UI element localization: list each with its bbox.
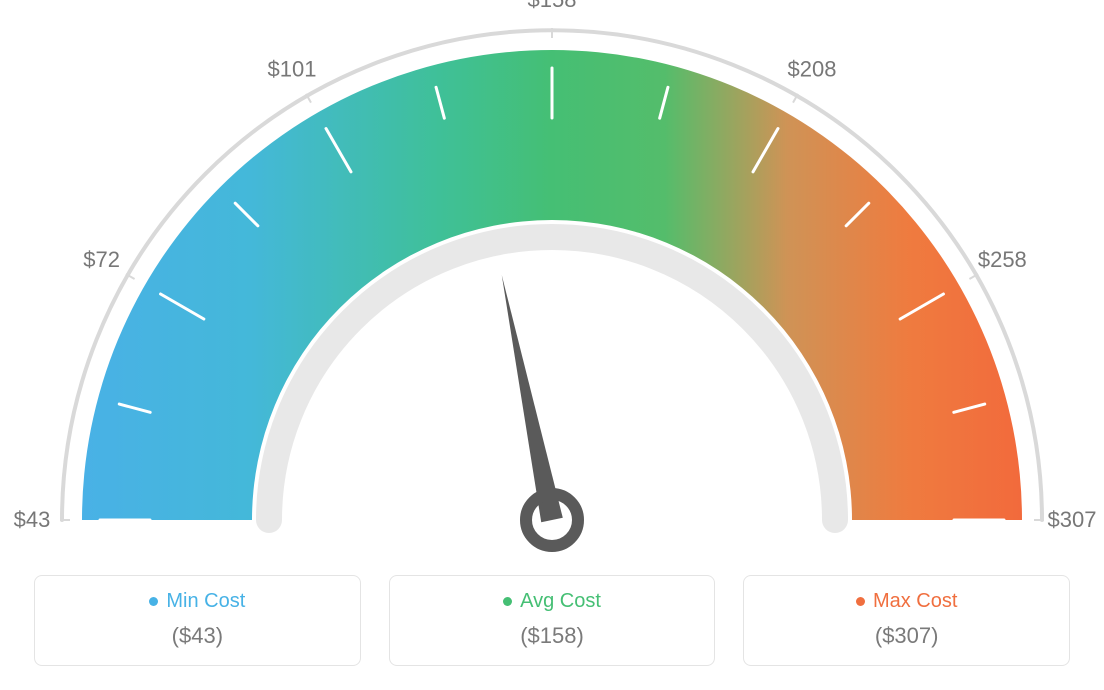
legend-row: Min Cost ($43) Avg Cost ($158) Max Cost … <box>34 575 1070 666</box>
legend-value: ($158) <box>400 623 705 649</box>
gauge-tick-label: $307 <box>1048 507 1097 532</box>
legend-label: Min Cost <box>166 590 245 613</box>
gauge-needle <box>502 275 563 522</box>
gauge-tick-label: $72 <box>83 247 120 272</box>
gauge-tick-label: $158 <box>528 0 577 12</box>
legend-title-min: Min Cost <box>149 590 245 613</box>
legend-label: Max Cost <box>873 590 957 613</box>
legend-card-max: Max Cost ($307) <box>743 575 1070 666</box>
dot-icon <box>856 597 865 606</box>
legend-title-max: Max Cost <box>856 590 957 613</box>
gauge-svg: $43 $72 $101 $158 $208 $258 $307 <box>0 0 1104 560</box>
legend-card-avg: Avg Cost ($158) <box>389 575 716 666</box>
gauge-area: $43 $72 $101 $158 $208 $258 $307 <box>0 0 1104 560</box>
gauge-tick-label: $208 <box>788 57 837 82</box>
legend-card-min: Min Cost ($43) <box>34 575 361 666</box>
gauge-tick-label: $101 <box>268 57 317 82</box>
dot-icon <box>149 597 158 606</box>
cost-gauge-chart: $43 $72 $101 $158 $208 $258 $307 Min Cost ($43… <box>0 0 1104 690</box>
legend-value: ($43) <box>45 623 350 649</box>
legend-value: ($307) <box>754 623 1059 649</box>
dot-icon <box>503 597 512 606</box>
legend-title-avg: Avg Cost <box>503 590 601 613</box>
gauge-tick-label: $258 <box>978 247 1027 272</box>
gauge-tick-label: $43 <box>14 507 51 532</box>
legend-label: Avg Cost <box>520 590 601 613</box>
